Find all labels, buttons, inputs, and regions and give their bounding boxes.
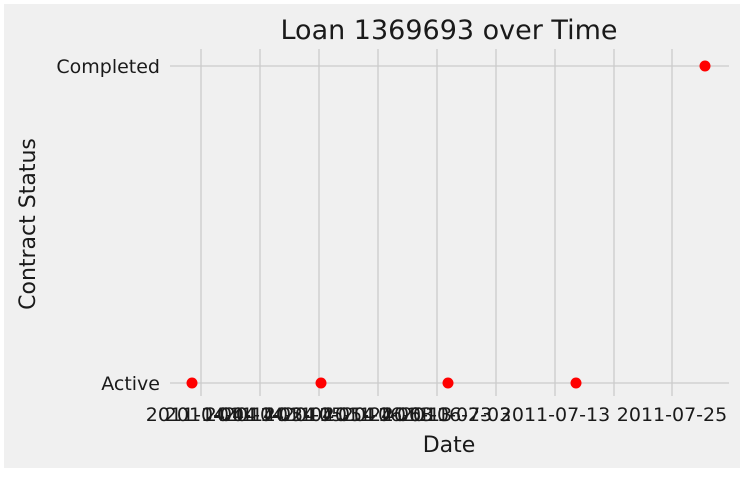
x-tick-label-8: 2011-06-23 [382,404,492,426]
data-point-2 [442,377,454,389]
x-tick-label-2: 2011-04-24 [205,404,315,426]
data-point-0 [186,377,198,389]
x-axis-label: Date [423,433,476,458]
y-axis-label: Contract Status [16,138,41,310]
x-tick-label-1: 2011-04-14 [165,404,275,426]
x-tick-label-11: 2011-07-25 [617,404,727,426]
x-tick-label-3: 2011-05-04 [224,404,334,426]
chart-background [4,4,740,468]
y-tick-label-1: Completed [56,56,160,78]
x-tick-label-9: 2011-07-03 [401,404,511,426]
x-tick-label-0: 2011-04-04 [146,404,256,426]
x-tick-label-6: 2011-06-03 [323,404,433,426]
x-tick-label-10: 2011-07-13 [500,404,610,426]
chart-title: Loan 1369693 over Time [280,15,617,46]
data-point-3 [570,377,582,389]
y-tick-label-0: Active [101,373,160,395]
data-point-1 [315,377,327,389]
x-tick-label-5: 2011-05-24 [283,404,393,426]
data-points [186,60,711,389]
y-axis-ticks: Active Completed [56,56,160,395]
x-tick-label-4: 2011-05-14 [264,404,374,426]
data-point-4 [699,60,711,72]
x-axis-ticks: 2011-04-042011-04-142011-04-242011-05-04… [146,404,727,426]
x-tick-label-7: 2011-06-13 [342,404,452,426]
